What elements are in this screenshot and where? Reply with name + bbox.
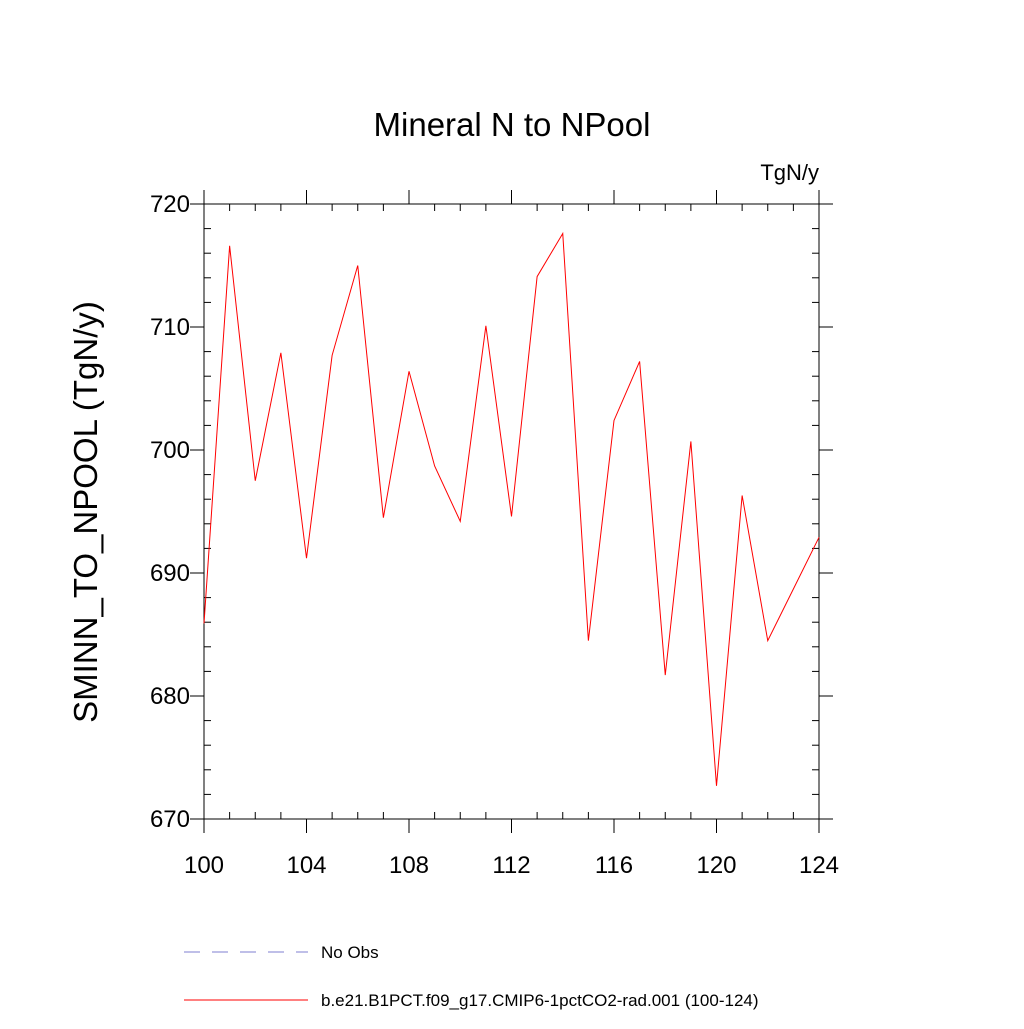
x-tick-label: 116 — [595, 852, 633, 879]
legend-label: b.e21.B1PCT.f09_g17.CMIP6-1pctCO2-rad.00… — [321, 991, 759, 1010]
x-tick-label: 112 — [492, 852, 530, 879]
units-label: TgN/y — [760, 160, 819, 185]
y-tick-label: 680 — [150, 683, 190, 710]
data-line — [203, 231, 820, 786]
x-tick-label: 108 — [389, 852, 429, 879]
chart-title: Mineral N to NPool — [374, 106, 651, 143]
legend-label: No Obs — [321, 943, 379, 962]
x-tick-label: 100 — [184, 852, 224, 879]
plot-frame — [203, 203, 820, 820]
y-tick-label: 710 — [150, 314, 190, 341]
x-tick-label: 120 — [696, 852, 736, 879]
x-tick-label: 104 — [286, 852, 326, 879]
y-tick-label: 690 — [150, 560, 190, 587]
y-axis-label: SMINN_TO_NPOOL (TgN/y) — [67, 301, 104, 723]
y-tick-label: 720 — [150, 191, 190, 218]
x-tick-label: 124 — [799, 852, 839, 879]
y-tick-label: 670 — [150, 806, 190, 833]
y-tick-label: 700 — [150, 437, 190, 464]
